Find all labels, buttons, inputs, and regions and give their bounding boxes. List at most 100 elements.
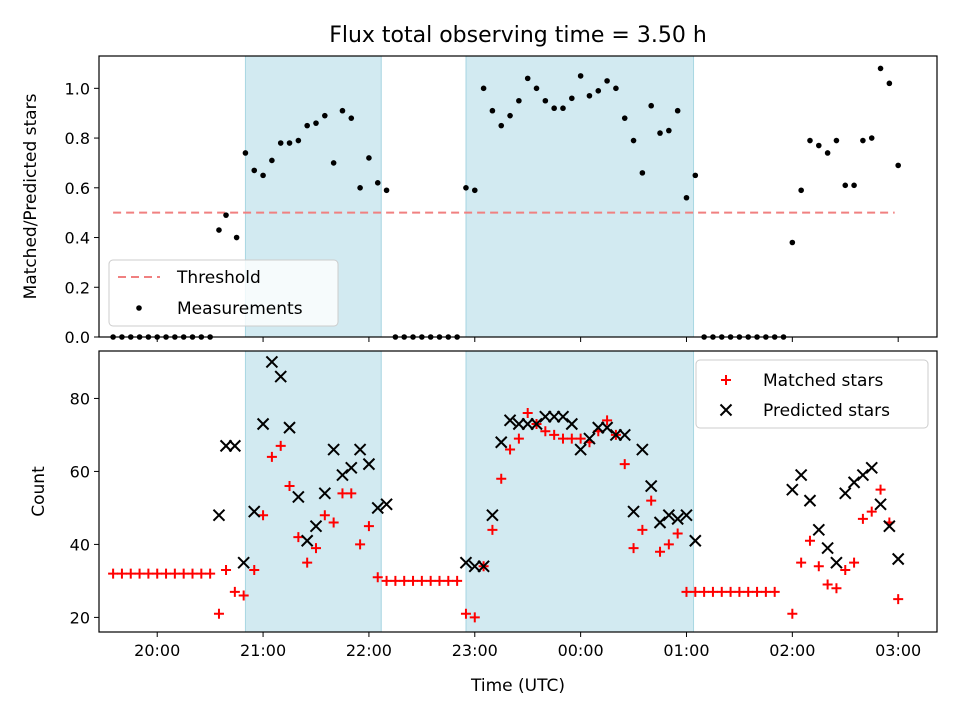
predicted-star-point bbox=[574, 443, 587, 456]
matched-star-point bbox=[152, 568, 163, 579]
matched-star-point bbox=[628, 543, 639, 554]
predicted-star-point bbox=[821, 541, 834, 555]
predicted-star-point bbox=[512, 417, 526, 431]
legend-measurement-swatch bbox=[136, 305, 142, 311]
predicted-star-point bbox=[565, 417, 579, 431]
matched-star-point bbox=[707, 586, 718, 597]
measurement-point bbox=[569, 95, 575, 102]
matched-star-point bbox=[258, 510, 269, 521]
top-legend: Threshold Measurements bbox=[108, 259, 339, 327]
matched-star-point bbox=[178, 568, 189, 579]
measurement-point bbox=[560, 105, 566, 112]
top-y-tick-label: 1.0 bbox=[65, 79, 90, 98]
matched-star-point bbox=[522, 408, 533, 419]
predicted-star-point bbox=[380, 498, 393, 511]
predicted-star-point bbox=[662, 509, 676, 522]
x-tick-label: 00:00 bbox=[558, 641, 604, 660]
predicted-star-point bbox=[865, 461, 878, 474]
matched-star-point bbox=[796, 557, 807, 568]
matched-star-point bbox=[575, 433, 586, 444]
measurement-point bbox=[233, 234, 240, 241]
predicted-star-point bbox=[627, 505, 640, 518]
matched-star-point bbox=[804, 535, 815, 546]
matched-star-point bbox=[319, 510, 330, 521]
matched-star-point bbox=[425, 575, 436, 586]
measurement-point bbox=[577, 73, 584, 79]
predicted-star-point bbox=[327, 443, 340, 456]
predicted-star-point bbox=[600, 421, 614, 434]
matched-star-point bbox=[372, 572, 383, 583]
matched-star-point bbox=[893, 594, 904, 605]
matched-star-point bbox=[513, 433, 524, 444]
matched-star-point bbox=[690, 586, 701, 597]
matched-star-point bbox=[646, 495, 657, 506]
matched-star-point bbox=[849, 557, 860, 568]
predicted-star-point bbox=[248, 505, 261, 518]
x-tick-label: 01:00 bbox=[663, 641, 709, 660]
matched-star-point bbox=[205, 568, 216, 579]
bottom-y-tick-label: 60 bbox=[70, 462, 90, 481]
matched-star-point bbox=[716, 586, 727, 597]
measurement-point bbox=[798, 187, 804, 194]
matched-star-point bbox=[637, 524, 648, 535]
predicted-star-point bbox=[609, 428, 623, 442]
matched-star-point bbox=[125, 568, 136, 579]
measurement-point bbox=[586, 92, 593, 99]
measurement-point bbox=[851, 182, 857, 189]
matched-star-point bbox=[196, 568, 207, 579]
measurement-point bbox=[269, 157, 275, 164]
predicted-star-point bbox=[309, 519, 323, 533]
top-y-tick-label: 0.6 bbox=[65, 179, 90, 198]
matched-star-point bbox=[328, 517, 339, 528]
matched-star-point bbox=[169, 568, 180, 579]
measurement-point bbox=[833, 137, 840, 144]
predicted-star-point bbox=[839, 487, 852, 500]
measurement-point bbox=[286, 140, 293, 146]
predicted-star-point bbox=[274, 370, 287, 383]
predicted-star-point bbox=[874, 498, 887, 511]
predicted-star-point bbox=[237, 556, 250, 569]
measurement-point bbox=[498, 122, 505, 129]
measurement-point bbox=[533, 85, 540, 92]
matched-star-point bbox=[213, 608, 224, 619]
measurement-point bbox=[807, 137, 813, 144]
predicted-star-point bbox=[486, 509, 499, 522]
predicted-star-point bbox=[256, 417, 270, 431]
predicted-star-point bbox=[292, 490, 305, 504]
matched-star-point bbox=[602, 415, 613, 426]
matched-star-point bbox=[699, 586, 710, 597]
measurement-point bbox=[842, 182, 849, 189]
matched-star-point bbox=[452, 575, 463, 586]
matched-star-point bbox=[752, 586, 763, 597]
predicted-star-point bbox=[847, 476, 861, 489]
predicted-star-point bbox=[283, 421, 296, 434]
matched-star-point bbox=[381, 575, 392, 586]
measurement-point bbox=[366, 155, 372, 161]
predicted-star-point bbox=[503, 414, 517, 427]
measurement-point bbox=[339, 107, 346, 114]
matched-star-point bbox=[840, 564, 851, 575]
measurement-point bbox=[524, 75, 531, 82]
measurement-point bbox=[595, 88, 602, 94]
legend-box bbox=[108, 259, 339, 327]
measurement-point bbox=[251, 167, 258, 174]
legend-measurement-label: Measurements bbox=[177, 299, 303, 319]
matched-star-point bbox=[655, 546, 666, 557]
matched-star-point bbox=[284, 481, 295, 492]
bottom-panel: 20 40 60 80 20:00 21:00 22:00 23:00 00:00 01:00 02… bbox=[29, 350, 938, 660]
matched-star-point bbox=[266, 451, 277, 462]
top-plot-frame bbox=[98, 55, 938, 338]
matched-star-point bbox=[822, 579, 833, 590]
matched-star-point bbox=[866, 506, 877, 517]
matched-star-point bbox=[310, 543, 321, 554]
measurement-point bbox=[683, 194, 690, 201]
measurement-point bbox=[322, 112, 328, 119]
matched-star-point bbox=[108, 568, 119, 579]
measurement-point bbox=[604, 78, 610, 84]
predicted-star-point bbox=[618, 428, 631, 442]
measurement-point bbox=[330, 160, 337, 166]
predicted-star-point bbox=[556, 410, 570, 423]
top-y-tick-label: 0.0 bbox=[65, 328, 90, 347]
matched-star-point bbox=[787, 608, 798, 619]
predicted-star-point bbox=[653, 516, 667, 529]
